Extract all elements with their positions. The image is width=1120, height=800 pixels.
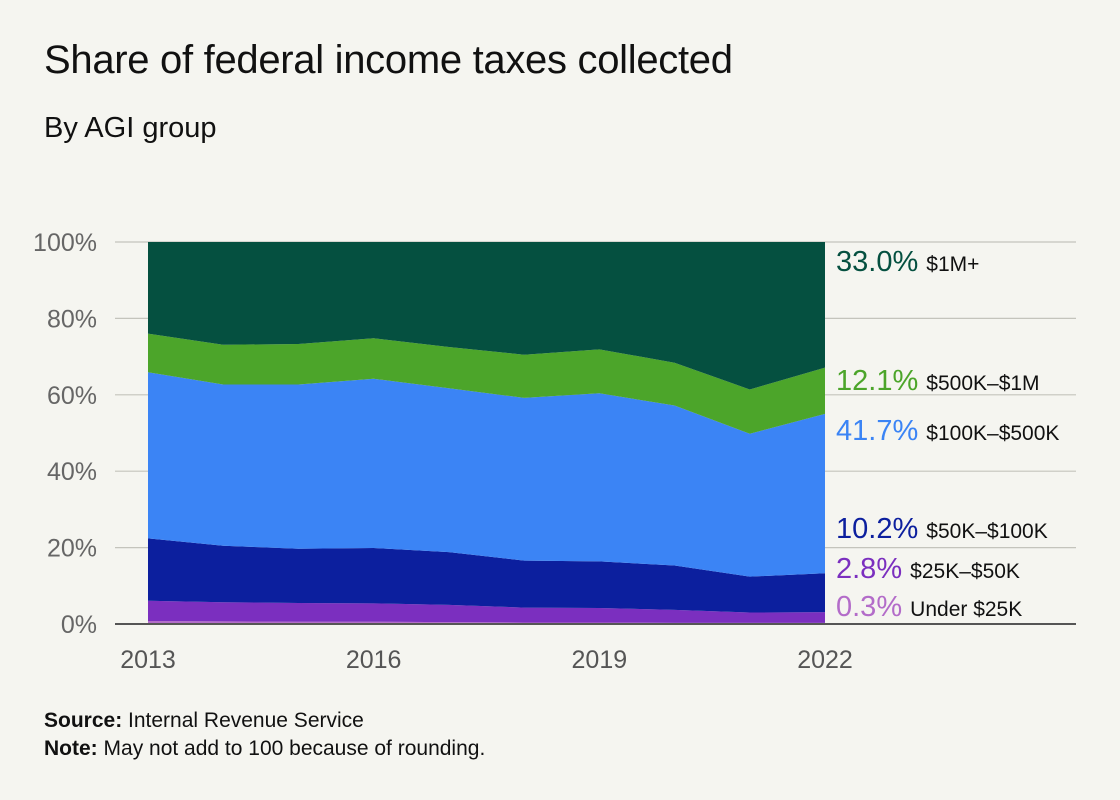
source-text: Internal Revenue Service xyxy=(128,709,364,732)
axis-layer: 0% 20% 40% 60% 80% 100% 2013 2016 2019 2022 xyxy=(33,229,1076,674)
end-label-25k-50k: 2.8% $25K–$50K xyxy=(836,553,1020,585)
end-label-name: Under $25K xyxy=(910,598,1022,621)
area-500k-1m xyxy=(148,333,825,434)
end-label-100k-500k: 41.7% $100K–$500K xyxy=(836,415,1059,447)
x-tick-label: 2019 xyxy=(572,646,628,674)
source-label: Source: xyxy=(44,709,123,732)
end-label-value: 0.3% xyxy=(836,591,910,623)
end-label-under-25k: 0.3% Under $25K xyxy=(836,591,1022,623)
end-label-name: $50K–$100K xyxy=(926,520,1047,543)
area-50k-100k xyxy=(148,538,825,613)
chart-subtitle: By AGI group xyxy=(44,112,217,144)
end-label-1m: 33.0% $1M+ xyxy=(836,246,979,278)
y-tick-label: 20% xyxy=(47,535,97,563)
end-label-50k-100k: 10.2% $50K–$100K xyxy=(836,513,1048,545)
end-label-name: $100K–$500K xyxy=(926,422,1059,445)
end-label-500k-1m: 12.1% $500K–$1M xyxy=(836,365,1040,397)
area-layer xyxy=(148,242,825,624)
end-label-name: $25K–$50K xyxy=(910,560,1020,583)
end-label-value: 41.7% xyxy=(836,415,926,447)
end-label-value: 2.8% xyxy=(836,553,910,585)
y-tick-label: 100% xyxy=(33,229,97,257)
y-tick-label: 60% xyxy=(47,382,97,410)
note-label: Note: xyxy=(44,737,98,760)
footer: Source: Internal Revenue Service Note: M… xyxy=(44,707,485,763)
end-label-value: 12.1% xyxy=(836,365,926,397)
end-label-name: $500K–$1M xyxy=(926,372,1039,395)
end-label-name: $1M+ xyxy=(926,253,979,276)
x-tick-label: 2013 xyxy=(120,646,176,674)
y-tick-label: 40% xyxy=(47,458,97,486)
area-1m xyxy=(148,242,825,390)
source-line: Source: Internal Revenue Service xyxy=(44,707,485,735)
x-tick-label: 2022 xyxy=(797,646,853,674)
x-tick-label: 2016 xyxy=(346,646,402,674)
area-25k-50k xyxy=(148,600,825,623)
area-100k-500k xyxy=(148,372,825,577)
end-label-value: 33.0% xyxy=(836,246,926,278)
end-label-value: 10.2% xyxy=(836,513,926,545)
y-tick-label: 0% xyxy=(61,611,97,639)
note-line: Note: May not add to 100 because of roun… xyxy=(44,735,485,763)
y-tick-label: 80% xyxy=(47,305,97,333)
chart-title: Share of federal income taxes collected xyxy=(44,38,733,82)
note-text: May not add to 100 because of rounding. xyxy=(103,737,486,760)
